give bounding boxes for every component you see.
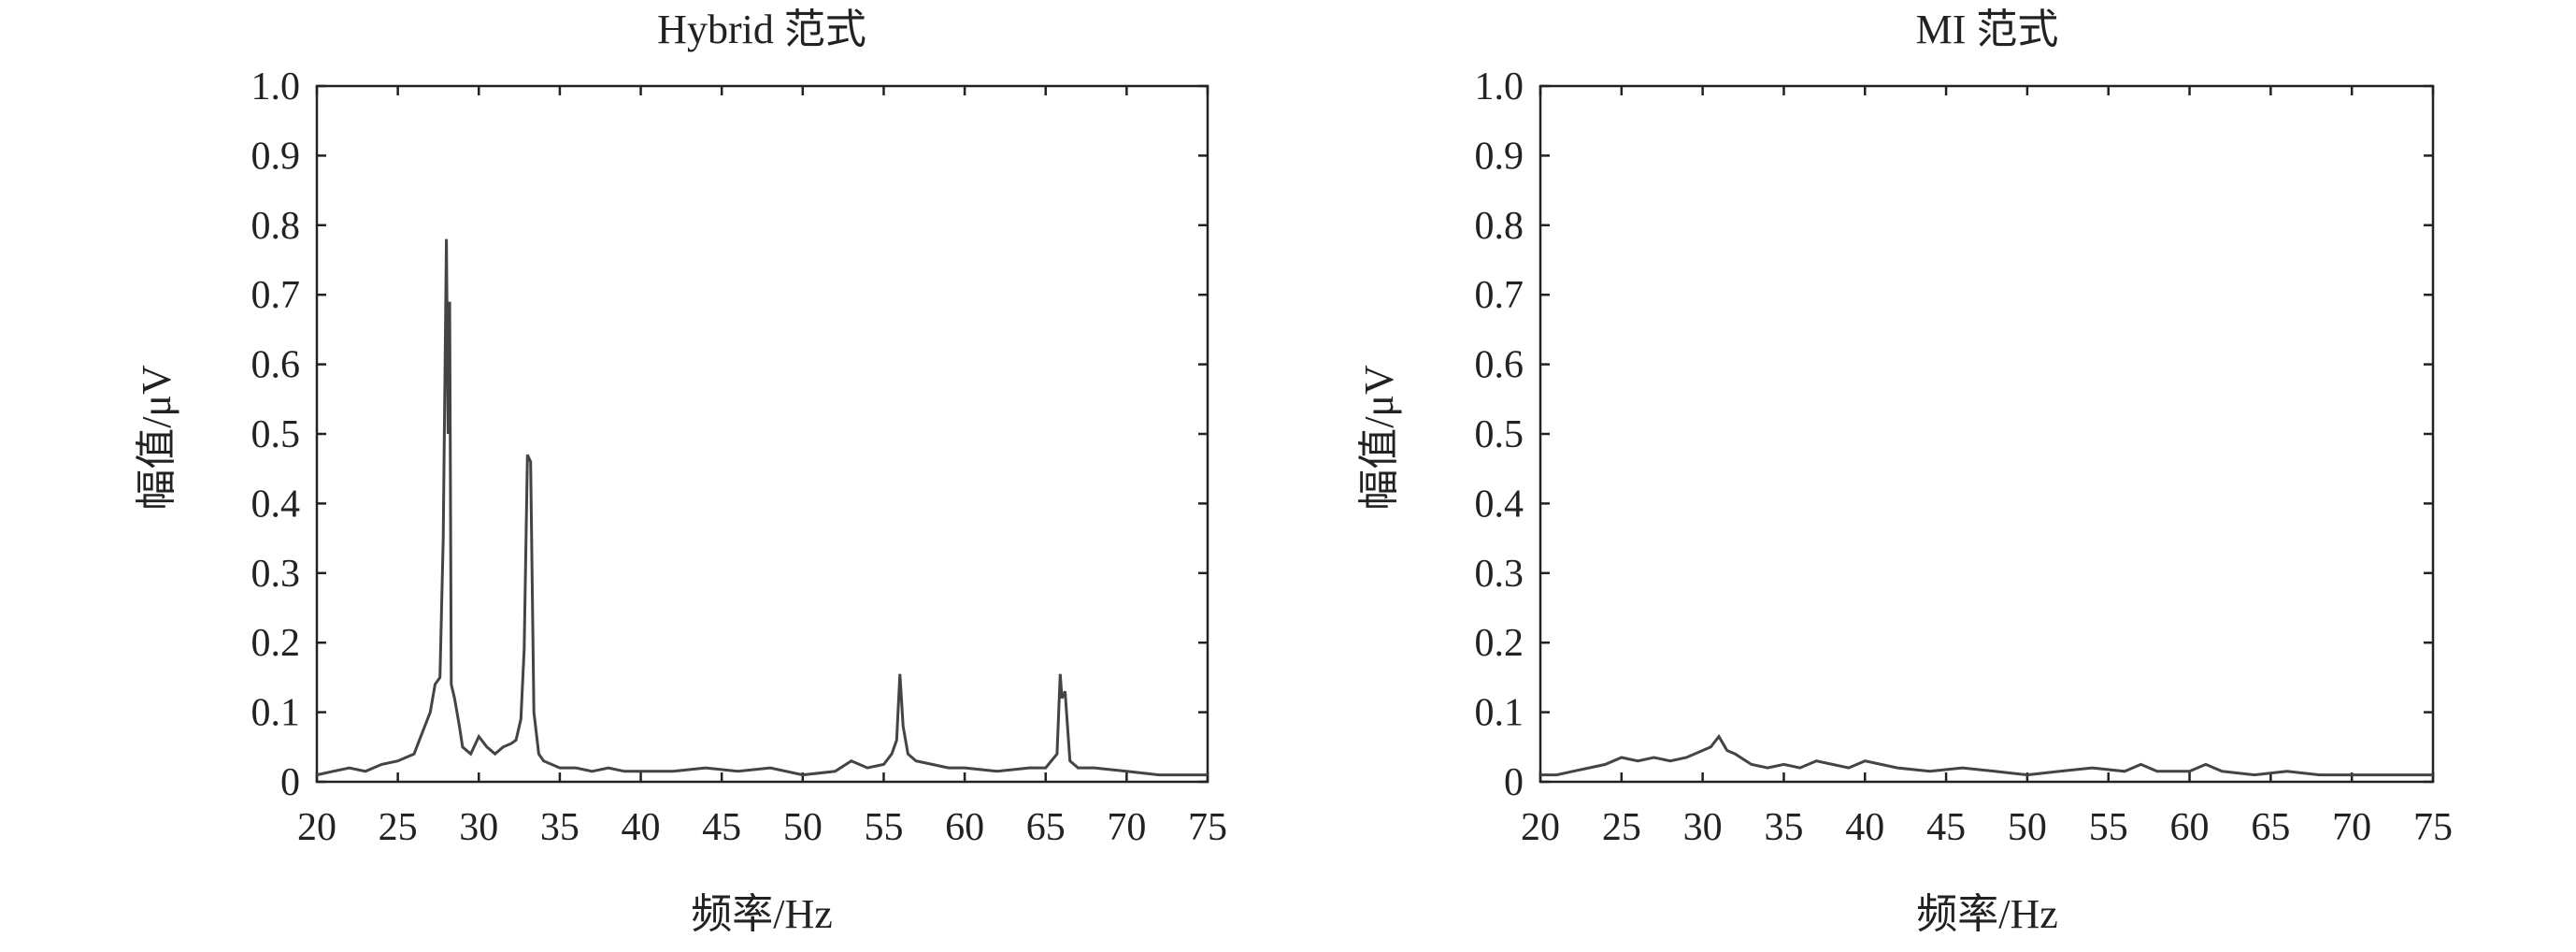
x-tick-label: 70 bbox=[1107, 806, 1146, 849]
y-tick-label: 0.7 bbox=[251, 274, 301, 317]
y-tick-label: 0.1 bbox=[1475, 692, 1524, 735]
y-tick-label: 0.1 bbox=[251, 692, 301, 735]
x-tick-label: 25 bbox=[379, 806, 418, 849]
y-tick-label: 0.7 bbox=[1475, 274, 1524, 317]
y-tick-label: 0.3 bbox=[251, 553, 301, 596]
y-tick-label: 0.8 bbox=[251, 205, 301, 248]
y-tick-label: 0.3 bbox=[1475, 553, 1524, 596]
x-tick-label: 55 bbox=[2089, 806, 2128, 849]
y-axis-label: 幅值/μV bbox=[1356, 365, 1402, 511]
plot-area: 0 0.1 0.2 0.3 0.4 0.5 0.6 0.7 0.8 0.9 1.0 20 25 30 35 4… bbox=[251, 65, 1228, 849]
y-tick-label: 0.4 bbox=[1475, 483, 1524, 526]
x-tick-label: 45 bbox=[1926, 806, 1966, 849]
y-tick-label: 0.5 bbox=[251, 413, 301, 456]
x-tick-label: 30 bbox=[1683, 806, 1723, 849]
x-tick-label: 75 bbox=[1188, 806, 1227, 849]
y-tick-label: 0.2 bbox=[251, 622, 301, 665]
y-tick-label: 0 bbox=[280, 761, 300, 804]
y-tick-label: 0.6 bbox=[1475, 344, 1524, 387]
x-tick-label: 50 bbox=[783, 806, 823, 849]
y-tick-label: 0.2 bbox=[1475, 622, 1524, 665]
y-tick-label: 0.5 bbox=[1475, 413, 1524, 456]
y-tick-label: 0.9 bbox=[1475, 135, 1524, 178]
y-tick-label: 0.9 bbox=[251, 135, 301, 178]
x-tick-label: 20 bbox=[297, 806, 336, 849]
x-tick-label: 60 bbox=[2170, 806, 2210, 849]
x-tick-label: 70 bbox=[2332, 806, 2371, 849]
y-tick-label: 1.0 bbox=[1475, 65, 1524, 108]
x-tick-label: 60 bbox=[945, 806, 984, 849]
series-line bbox=[1540, 733, 2433, 777]
y-tick-label: 0.6 bbox=[251, 344, 301, 387]
x-tick-label: 35 bbox=[540, 806, 580, 849]
x-tick-label: 35 bbox=[1764, 806, 1803, 849]
chart-panel-mi: MI 范式 0 0.1 0.2 0.3 0.4 0.5 0.6 0.7 0.8 0.9 1.0 20 2… bbox=[1356, 7, 2453, 937]
x-tick-label: 65 bbox=[2251, 806, 2290, 849]
x-tick-label: 75 bbox=[2413, 806, 2453, 849]
y-axis-label: 幅值/μV bbox=[134, 365, 179, 511]
y-tick-label: 1.0 bbox=[251, 65, 301, 108]
x-tick-label: 20 bbox=[1521, 806, 1560, 849]
x-tick-label: 50 bbox=[2008, 806, 2047, 849]
x-tick-label: 30 bbox=[459, 806, 498, 849]
x-tick-label: 55 bbox=[864, 806, 903, 849]
series-line bbox=[316, 238, 1208, 777]
x-tick-label: 65 bbox=[1026, 806, 1066, 849]
chart-title: MI 范式 bbox=[1916, 7, 2059, 52]
chart-title: Hybrid 范式 bbox=[657, 7, 866, 52]
y-tick-label: 0.4 bbox=[251, 483, 301, 526]
x-tick-label: 40 bbox=[622, 806, 661, 849]
x-axis-label: 频率/Hz bbox=[691, 891, 833, 937]
x-tick-label: 45 bbox=[702, 806, 741, 849]
x-axis-label: 频率/Hz bbox=[1916, 891, 2058, 937]
plot-area: 0 0.1 0.2 0.3 0.4 0.5 0.6 0.7 0.8 0.9 1.0 20 25 30 35 4… bbox=[1475, 65, 2454, 849]
chart-panel-hybrid: Hybrid 范式 0 0.1 0.2 0.3 0.4 0.5 0.6 0.7 0.8 0.9 1.… bbox=[134, 7, 1227, 937]
y-tick-label: 0 bbox=[1504, 761, 1524, 804]
x-tick-label: 25 bbox=[1602, 806, 1641, 849]
x-tick-label: 40 bbox=[1845, 806, 1884, 849]
y-tick-label: 0.8 bbox=[1475, 205, 1524, 248]
